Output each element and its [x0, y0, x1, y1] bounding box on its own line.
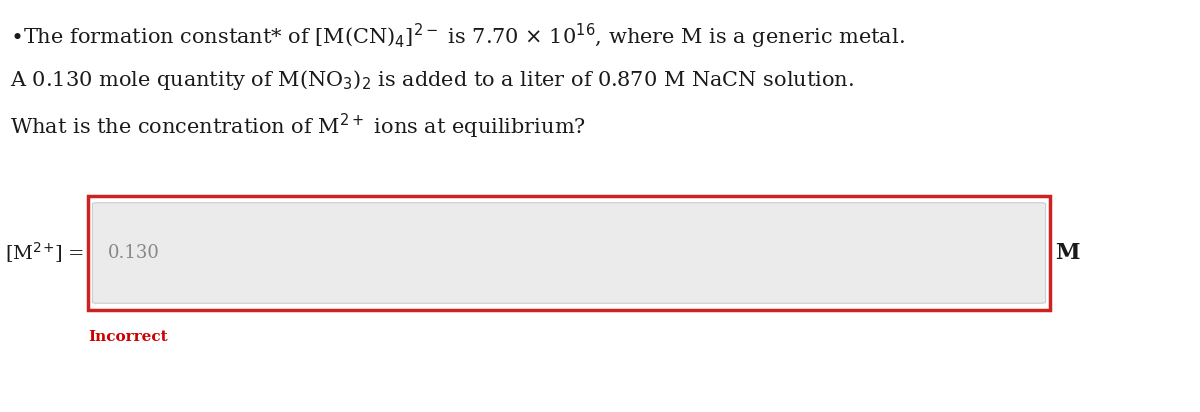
- FancyBboxPatch shape: [92, 203, 1045, 303]
- Text: 0.130: 0.130: [108, 244, 160, 262]
- Text: What is the concentration of M$^{2+}$ ions at equilibrium?: What is the concentration of M$^{2+}$ io…: [10, 112, 586, 141]
- Text: A 0.130 mole quantity of M(NO$_3$)$_2$ is added to a liter of 0.870 M NaCN solut: A 0.130 mole quantity of M(NO$_3$)$_2$ i…: [10, 68, 854, 92]
- Text: [M$^{2}$$^{+}$] =: [M$^{2}$$^{+}$] =: [5, 241, 84, 265]
- Text: M: M: [1055, 242, 1080, 264]
- Text: $\bullet$The formation constant* of [M(CN)$_4$]$^{2-}$ is 7.70 $\times$ 10$^{16}: $\bullet$The formation constant* of [M(C…: [10, 22, 905, 51]
- Text: Incorrect: Incorrect: [88, 330, 168, 344]
- Bar: [88, 196, 1050, 310]
